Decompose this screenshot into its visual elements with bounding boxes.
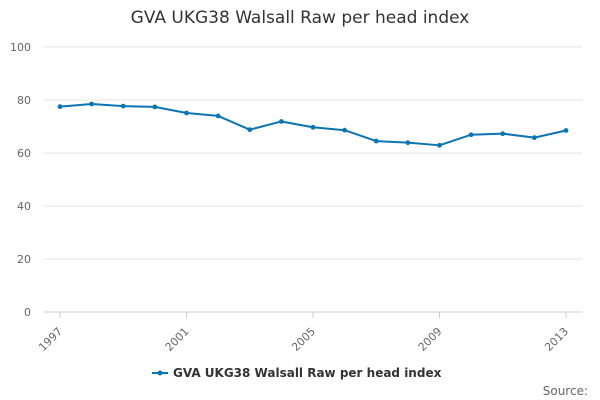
data-point[interactable] [215,113,221,119]
x-tick-label: 2009 [416,325,445,354]
data-point[interactable] [278,119,284,124]
x-tick-label: 2013 [542,325,571,354]
gridlines [44,46,582,313]
y-tick-label: 100 [10,41,31,54]
x-tick-label: 2005 [289,325,318,354]
data-point[interactable] [120,103,126,109]
data-point[interactable] [468,132,474,138]
data-point[interactable] [89,101,95,107]
legend-marker [157,370,163,376]
data-point[interactable] [563,128,569,133]
data-point[interactable] [437,142,442,148]
x-tick-label: 1997 [36,325,65,354]
source-label: Source: [543,384,588,398]
y-tick-label: 20 [17,253,31,266]
data-point[interactable] [342,127,348,133]
data-point[interactable] [310,124,316,130]
y-axis-ticks: 0 20 40 60 80 100 [10,41,31,319]
legend-label: GVA UKG38 Walsall Raw per head index [173,366,442,380]
y-tick-label: 0 [24,306,31,319]
data-point[interactable] [184,110,189,116]
data-point[interactable] [373,138,379,144]
data-point[interactable] [500,131,506,137]
data-point[interactable] [531,135,537,141]
series [57,101,569,148]
data-point[interactable] [405,140,411,146]
y-tick-label: 80 [17,94,31,107]
data-point[interactable] [152,104,158,110]
y-tick-label: 40 [17,200,31,213]
data-point[interactable] [57,104,63,110]
y-tick-label: 60 [17,147,31,160]
data-point[interactable] [247,127,253,133]
legend[interactable]: GVA UKG38 Walsall Raw per head index [152,366,442,380]
series-line [59,102,567,147]
chart-title: GVA UKG38 Walsall Raw per head index [131,8,470,28]
x-axis-ticks: 1997 2001 2005 2009 2013 [36,312,571,354]
x-tick-label: 2001 [163,325,192,354]
